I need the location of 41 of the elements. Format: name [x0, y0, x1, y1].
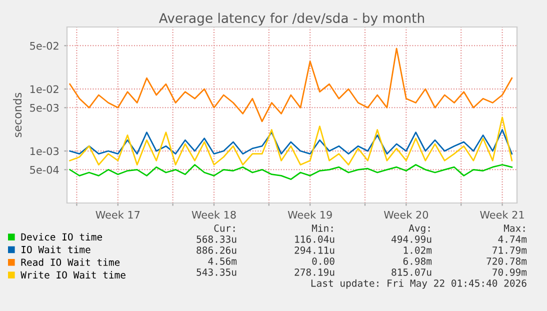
- text: 116.04u: [295, 235, 334, 243]
- text: Cur:: [214, 224, 235, 232]
- text: 720.78m: [486, 257, 527, 265]
- text: Last update: Fri May 22 01:45:40 2026: [311, 279, 526, 289]
- text: 543.35u: [196, 268, 236, 276]
- text: 4.74m: [498, 236, 527, 243]
- y-axis-title: seconds: [13, 92, 22, 138]
- text: 70.99m: [492, 268, 527, 276]
- x-tick-label: Week 19: [288, 210, 332, 219]
- chart-title: Average latency for /dev/sda - by month: [158, 12, 424, 26]
- line-series: [69, 116, 513, 166]
- y-tick-label: 1e-03: [30, 147, 59, 156]
- text: 1.02m: [404, 246, 432, 254]
- legend-label: Write IO Wait time: [20, 271, 126, 279]
- text: Max:: [504, 224, 525, 232]
- text: 294.11u: [294, 246, 334, 254]
- legend-label: Device IO time: [21, 233, 102, 241]
- y-tick-label: 5e-04: [30, 166, 59, 174]
- text: 71.79m: [492, 246, 527, 254]
- y-tick-label: 5e-03: [30, 104, 59, 112]
- x-tick-label: Week 20: [384, 210, 428, 219]
- line-series: [69, 164, 513, 180]
- text: 278.19u: [294, 268, 334, 276]
- y-tick-label: 5e-02: [30, 42, 58, 50]
- x-tick-label: Week 21: [480, 210, 524, 219]
- text: 815.07u: [392, 268, 432, 276]
- text: 494.99u: [392, 235, 432, 243]
- legend-label: Read IO Wait time: [21, 258, 120, 266]
- text: Avg:: [408, 224, 430, 234]
- text: Min:: [312, 224, 333, 232]
- y-tick-label: 1e-02: [30, 85, 58, 94]
- text: 886.26u: [196, 246, 236, 254]
- x-tick-label: Week 18: [192, 210, 236, 219]
- line-series: [69, 48, 513, 122]
- text: 6.98m: [403, 257, 432, 265]
- text: 568.33u: [196, 235, 236, 243]
- text: 0.00: [312, 257, 334, 265]
- legend-label: IO Wait time: [22, 246, 90, 254]
- x-tick-label: Week 17: [96, 210, 140, 219]
- text: 4.56m: [208, 257, 237, 265]
- line-series: [69, 129, 513, 155]
